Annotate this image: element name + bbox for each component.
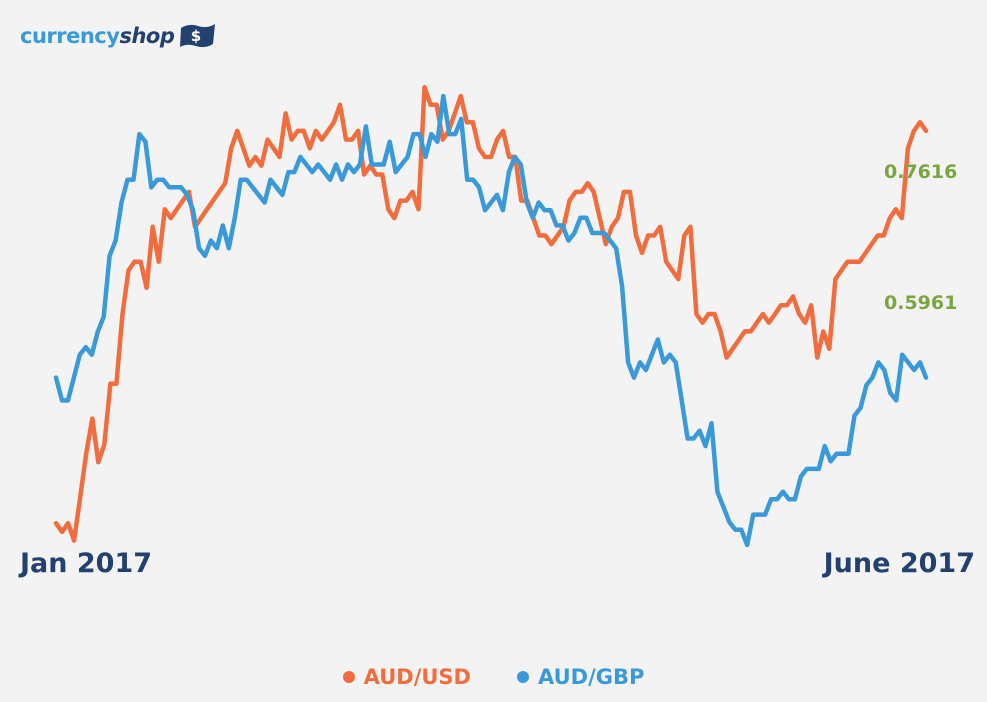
x-axis-end-label: June 2017 (823, 548, 975, 579)
x-axis-start-label: Jan 2017 (20, 548, 153, 579)
legend-label: AUD/USD (363, 665, 471, 689)
legend-label: AUD/GBP (537, 665, 645, 689)
legend-dot-icon (342, 671, 355, 683)
aud-usd-end-value-label: 0.7616 (884, 161, 958, 183)
logo-text: currencyshop (20, 24, 175, 48)
svg-text:$: $ (191, 27, 201, 45)
series-line-aud-gbp (53, 93, 929, 548)
aud-gbp-end-value-label: 0.5961 (884, 292, 958, 314)
dollar-flag-icon: $ (180, 24, 216, 48)
legend-item-aud-gbp[interactable]: AUD/GBP (516, 665, 645, 689)
logo-text-shop: shop (119, 24, 175, 48)
currencyshop-logo[interactable]: currencyshop $ (20, 22, 217, 50)
series-line-aud-usd (53, 85, 929, 543)
logo-text-currency: currency (20, 24, 120, 48)
legend-item-aud-usd[interactable]: AUD/USD (342, 665, 471, 689)
chart-legend: AUD/USD AUD/GBP (0, 665, 987, 689)
legend-dot-icon (516, 671, 529, 683)
